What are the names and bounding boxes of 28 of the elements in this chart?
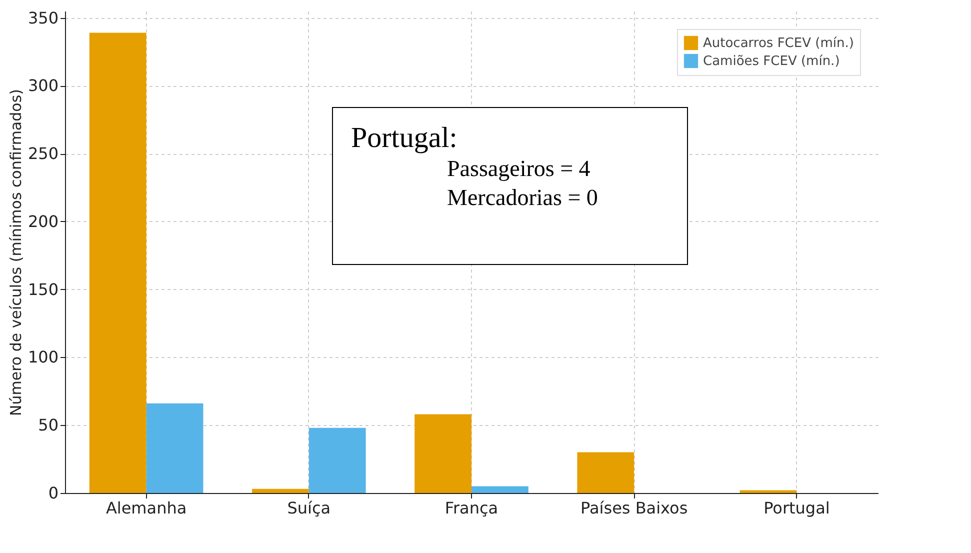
y-tick-label: 350 — [28, 8, 58, 28]
y-tick-label: 300 — [28, 76, 58, 96]
bar — [146, 403, 204, 493]
text-box: Portugal: Passageiros = 4 Mercadorias = 0 — [332, 107, 688, 265]
y-tick-label: 100 — [28, 348, 58, 367]
bar — [252, 488, 309, 493]
x-tick-label: Alemanha — [106, 498, 187, 518]
legend-label: Autocarros FCEV (mín.) — [703, 36, 854, 51]
x-tick-label: Países Baixos — [580, 498, 688, 518]
bar — [577, 452, 634, 493]
annotation: Portugal: — [351, 122, 458, 155]
y-tick-label: 0 — [48, 484, 58, 502]
y-tick-label: 50 — [38, 416, 58, 435]
y-axis-title: Número de veículos (mínimos confirmados) — [6, 89, 25, 416]
legend-label: Camiões FCEV (mín.) — [703, 54, 840, 69]
bar — [414, 414, 472, 493]
bar — [308, 428, 366, 493]
annotation: Passageiros = 4 — [447, 155, 592, 183]
bar — [89, 32, 146, 493]
x-tick-label: Suíça — [287, 498, 331, 518]
bar — [472, 486, 528, 493]
x-tick-label: Portugal — [764, 498, 830, 518]
annotation: Mercadorias = 0 — [447, 184, 599, 212]
y-tick-label: 200 — [28, 212, 58, 231]
y-tick-label: 250 — [28, 144, 58, 164]
y-tick-label: 150 — [28, 280, 58, 299]
bar — [740, 490, 797, 493]
x-tick-label: França — [444, 498, 498, 518]
